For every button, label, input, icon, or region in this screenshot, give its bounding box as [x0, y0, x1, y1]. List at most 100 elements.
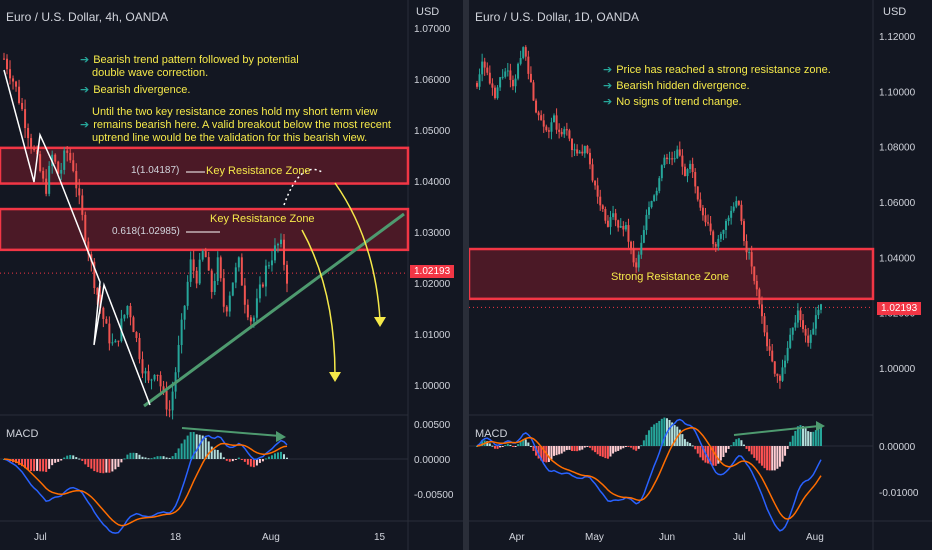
macd-histogram-bar	[519, 442, 522, 446]
macd-histogram-bar	[225, 459, 228, 461]
macd-histogram-bar	[123, 458, 126, 460]
macd-histogram-bar	[637, 446, 640, 449]
right-chart-panel[interactable]: 1.120001.100001.080001.060001.040001.020…	[469, 0, 932, 550]
candle-body	[123, 314, 126, 319]
candle-body	[683, 166, 686, 177]
left-chart-panel[interactable]: 1.07000 1.06000 1.05000 1.04000 1.03000 1.020…	[0, 0, 463, 550]
candle-body	[627, 225, 630, 242]
candle-body	[622, 226, 625, 230]
candle-body	[568, 130, 571, 139]
macd-histogram-bar	[748, 446, 751, 452]
time-tick-label: 15	[374, 532, 386, 543]
candle-body	[758, 289, 761, 305]
macd-histogram-bar	[604, 446, 607, 459]
arrow-right-icon: ➔	[603, 64, 613, 76]
macd-histogram-bar	[45, 459, 48, 472]
macd-histogram-bar	[261, 459, 264, 462]
candle-body	[650, 201, 653, 208]
macd-histogram-bar	[174, 452, 177, 459]
left-note-3-line-3: uptrend line would be the validation for…	[92, 132, 368, 144]
candle-body	[514, 78, 517, 87]
right-zone-label: Strong Resistance Zone	[611, 271, 730, 283]
macd-histogram-bar	[717, 446, 720, 464]
macd-histogram-bar	[222, 457, 225, 459]
candle-body	[63, 150, 66, 170]
candle-body	[794, 322, 797, 328]
macd-histogram-bar	[258, 459, 261, 463]
macd-histogram-bar	[21, 459, 24, 467]
time-tick-label: May	[585, 532, 604, 543]
zone-label-1: Key Resistance Zone	[206, 165, 311, 177]
macd-histogram-bar	[606, 446, 609, 459]
macd-histogram-bar	[129, 452, 132, 459]
macd-histogram-bar	[276, 452, 279, 459]
macd-histogram-bar	[153, 457, 156, 459]
candle-body	[189, 259, 192, 282]
right-note-3: ➔ No signs of trend change.	[603, 96, 742, 109]
candle-body	[671, 158, 674, 160]
candle-body	[737, 200, 740, 205]
macd-tick-label: 0.00500	[414, 420, 451, 431]
candle-body	[555, 115, 558, 130]
macd-histogram-bar	[51, 459, 54, 466]
candle-body	[255, 298, 258, 318]
macd-histogram-bar	[39, 459, 42, 472]
candle-body	[117, 340, 120, 342]
candle-body	[270, 260, 273, 266]
macd-histogram-bar	[553, 446, 556, 456]
macd-histogram-bar	[576, 446, 579, 452]
price-tick-label: 1.04000	[414, 177, 451, 188]
right-chart-canvas[interactable]: 1.120001.100001.080001.060001.040001.020…	[469, 0, 932, 550]
candle-body	[817, 309, 820, 316]
candle-body	[129, 305, 132, 318]
candle-body	[27, 128, 30, 139]
macd-histogram-bar	[72, 455, 75, 459]
macd-histogram-bar	[493, 446, 496, 449]
macd-histogram-bar	[707, 446, 710, 464]
macd-histogram-bar	[599, 446, 602, 457]
candle-body	[673, 158, 676, 160]
candle-body	[722, 229, 725, 234]
arrow-right-icon: ➔	[80, 84, 90, 96]
candle-body	[279, 239, 282, 245]
macd-histogram-bar	[742, 444, 745, 446]
macd-histogram-bar	[773, 446, 776, 471]
macd-histogram-bar	[156, 456, 159, 459]
macd-histogram-bar	[532, 446, 535, 451]
left-note-1: ➔ Bearish trend pattern followed by poten…	[80, 54, 299, 80]
candle-body	[33, 148, 36, 151]
macd-histogram-bar	[165, 457, 168, 459]
candle-body	[509, 70, 512, 80]
macd-histogram-bar	[540, 446, 543, 461]
arrow-head-icon	[276, 431, 286, 442]
macd-histogram-bar	[57, 459, 60, 462]
candle-body	[69, 152, 72, 161]
candle-body	[527, 56, 530, 74]
macd-histogram-bar	[719, 446, 722, 461]
macd-histogram-bar	[186, 435, 189, 459]
candle-body	[21, 102, 24, 110]
candle-body	[93, 261, 96, 289]
candle-body	[493, 87, 496, 99]
macd-histogram-bar	[30, 459, 33, 471]
macd-histogram-bar	[617, 446, 620, 451]
left-note-1-line-1: Bearish trend pattern followed by potent…	[93, 54, 299, 66]
macd-histogram-bar	[660, 418, 663, 446]
arrow-right-icon: ➔	[603, 80, 613, 92]
macd-histogram-bar	[183, 439, 186, 459]
left-chart-canvas[interactable]: 1.07000 1.06000 1.05000 1.04000 1.03000 1.020…	[0, 0, 463, 550]
candle-body	[48, 165, 51, 194]
macd-histogram-bar	[506, 443, 509, 446]
time-tick-label: Apr	[509, 532, 525, 543]
macd-histogram-bar	[565, 446, 568, 451]
candle-body	[60, 169, 63, 174]
candle-body	[30, 138, 33, 149]
candle-body	[282, 239, 285, 265]
candle-body	[781, 367, 784, 381]
candle-body	[237, 257, 240, 268]
candle-body	[578, 151, 581, 154]
macd-histogram-bar	[162, 456, 165, 459]
macd-histogram-bar	[624, 446, 627, 447]
macd-histogram-bar	[42, 459, 45, 472]
macd-histogram-bar	[683, 439, 686, 446]
